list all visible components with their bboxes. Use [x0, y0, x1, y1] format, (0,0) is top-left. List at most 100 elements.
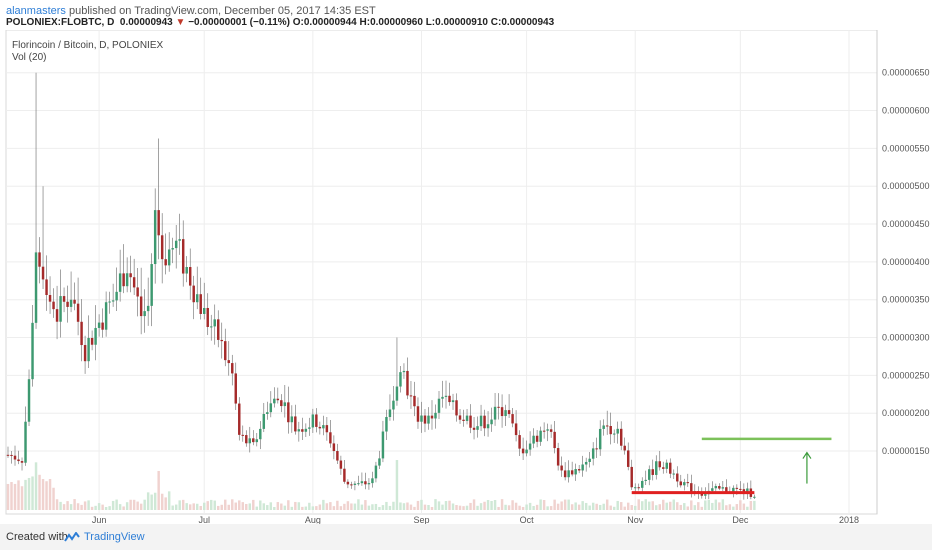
candle-body	[644, 479, 647, 481]
candle-body	[213, 319, 216, 327]
candle-body	[255, 439, 259, 443]
volume-bar	[434, 499, 437, 510]
open-label: O:	[292, 17, 304, 28]
volume-bar	[700, 506, 704, 510]
volume-bar	[749, 500, 753, 510]
volume-bar	[203, 502, 206, 510]
candle-body	[318, 426, 322, 429]
candle-body	[111, 300, 115, 302]
volume-bar	[518, 505, 521, 510]
volume-bar	[504, 504, 507, 510]
volume-bar	[725, 505, 728, 510]
x-tick-label: Sep	[413, 515, 429, 524]
volume-bar	[423, 504, 427, 510]
candle-body	[76, 303, 80, 322]
candle-body	[588, 458, 591, 462]
x-tick-label: Nov	[627, 515, 644, 524]
volume-bar	[231, 499, 234, 510]
candle-body	[245, 435, 248, 444]
volume-bar	[80, 504, 83, 510]
candle-body	[399, 372, 402, 387]
candle-body	[90, 337, 94, 345]
y-tick-label: 0.00000500	[882, 181, 930, 191]
candle-body	[143, 311, 146, 317]
candle-body	[542, 430, 546, 432]
volume-bar	[588, 505, 591, 510]
candle-body	[479, 415, 483, 427]
candle-body	[224, 341, 227, 361]
volume-bar	[283, 505, 287, 510]
x-tick-label: Aug	[305, 515, 321, 524]
y-tick-label: 0.00000300	[882, 333, 930, 343]
volume-bar	[280, 503, 283, 510]
volume-bar	[739, 500, 742, 510]
indicator-label: Vol (20)	[12, 52, 46, 63]
candle-body	[371, 478, 374, 484]
candle-body	[444, 395, 448, 397]
candle-body	[455, 400, 458, 416]
volume-bar	[17, 480, 20, 510]
candle-body	[462, 419, 465, 421]
high-value: 0.00000960	[370, 17, 423, 28]
volume-bar	[27, 477, 31, 510]
candle-body	[66, 301, 69, 307]
volume-bar	[563, 499, 567, 510]
volume-bar	[195, 503, 199, 510]
volume-bar	[683, 503, 686, 510]
volume-bar	[574, 502, 577, 510]
candle-body	[711, 488, 714, 491]
volume-bar	[542, 500, 546, 510]
volume-bar	[290, 506, 294, 510]
candle-body	[153, 210, 157, 265]
volume-bar	[546, 506, 549, 510]
candle-body	[651, 469, 654, 475]
volume-bar	[52, 487, 55, 510]
volume-bar	[20, 486, 24, 510]
volume-bar	[490, 500, 493, 510]
author-link[interactable]: alanmasters	[6, 5, 66, 17]
volume-bar	[115, 499, 118, 510]
volume-bar	[139, 503, 143, 510]
volume-bar	[199, 505, 202, 510]
candle-body	[283, 402, 287, 407]
volume-bar	[241, 502, 244, 510]
price-chart[interactable]: 0.00000150 0.00000200 0.00000250 0.00000300…	[0, 30, 932, 524]
volume-bar	[336, 500, 339, 510]
candle-body	[669, 462, 672, 474]
candle-body	[217, 319, 220, 340]
volume-bar	[66, 501, 69, 510]
candle-body	[641, 480, 644, 488]
close-label: C:	[490, 17, 502, 28]
volume-bar	[315, 506, 318, 510]
y-tick-label: 0.00000150	[882, 446, 930, 456]
candle-body	[210, 326, 213, 328]
volume-bar	[535, 504, 539, 510]
volume-bar	[406, 502, 409, 510]
volume-bar	[185, 503, 188, 510]
candle-body	[17, 459, 20, 462]
volume-bar	[388, 505, 392, 510]
volume-bar	[420, 499, 423, 510]
candle-body	[27, 379, 31, 422]
candle-body	[290, 416, 294, 423]
candle-body	[69, 299, 73, 307]
y-tick-label: 0.00000600	[882, 106, 930, 116]
candle-body	[259, 428, 262, 440]
volume-bar	[255, 506, 259, 510]
candle-body	[280, 400, 283, 407]
candle-body	[486, 424, 490, 429]
candle-body	[700, 493, 704, 496]
candle-body	[238, 403, 241, 435]
volume-bar	[385, 501, 388, 510]
volume-bar	[48, 479, 52, 510]
candle-body	[322, 425, 325, 429]
volume-bar	[448, 500, 451, 510]
tradingview-link[interactable]: TradingView	[84, 531, 145, 543]
candle-body	[437, 398, 441, 413]
volume-bar	[350, 503, 353, 510]
candle-body	[24, 421, 27, 463]
candle-body	[104, 302, 108, 330]
candle-body	[739, 488, 742, 490]
candle-body	[83, 345, 87, 362]
volume-bar	[59, 501, 62, 510]
